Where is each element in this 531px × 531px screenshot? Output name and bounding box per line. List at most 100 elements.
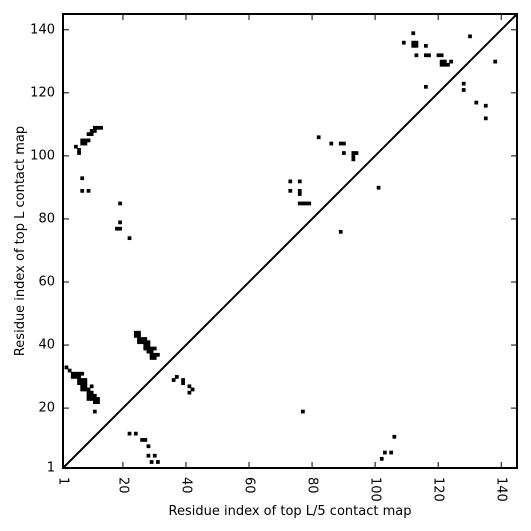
contact-point bbox=[83, 387, 88, 392]
contact-point bbox=[351, 157, 356, 162]
contact-point bbox=[342, 141, 346, 146]
contact-point bbox=[156, 352, 160, 357]
contact-point bbox=[461, 88, 466, 92]
contact-point bbox=[304, 201, 308, 206]
contact-point bbox=[143, 346, 148, 351]
contact-point bbox=[77, 147, 81, 152]
contact-point bbox=[383, 450, 387, 455]
contact-point bbox=[133, 334, 138, 338]
contact-point bbox=[127, 236, 132, 241]
contact-point bbox=[92, 129, 97, 133]
contact-point bbox=[149, 460, 154, 464]
contact-point bbox=[152, 352, 157, 357]
contact-point bbox=[118, 226, 122, 231]
contact-point bbox=[351, 151, 356, 155]
contact-point bbox=[143, 337, 148, 341]
contact-point bbox=[133, 431, 138, 436]
contact-point bbox=[439, 59, 444, 64]
x-tick-label: 1 bbox=[56, 477, 71, 485]
contact-point bbox=[137, 340, 141, 345]
contact-point bbox=[379, 456, 384, 461]
contact-point bbox=[354, 151, 359, 155]
contact-point bbox=[288, 179, 293, 184]
contact-point bbox=[329, 141, 334, 146]
contact-point bbox=[411, 40, 416, 45]
contact-point bbox=[89, 393, 94, 398]
contact-point bbox=[190, 387, 195, 392]
y-axis-label: Residue index of top L contact map bbox=[13, 126, 28, 356]
contact-point bbox=[92, 397, 97, 401]
contact-point bbox=[86, 138, 91, 143]
y-tick-label: 40 bbox=[38, 338, 55, 353]
contact-point bbox=[297, 192, 302, 196]
contact-point bbox=[80, 384, 85, 389]
contact-point bbox=[80, 188, 85, 193]
contact-point bbox=[423, 53, 428, 58]
contact-point bbox=[80, 381, 85, 386]
contact-point bbox=[461, 81, 466, 86]
contact-point bbox=[118, 220, 122, 225]
x-tick-label: 60 bbox=[242, 477, 257, 494]
contact-point bbox=[389, 450, 394, 455]
contact-points bbox=[64, 31, 498, 464]
contact-point bbox=[86, 387, 91, 392]
contact-point bbox=[149, 349, 154, 354]
contact-point bbox=[152, 346, 157, 351]
contact-point bbox=[152, 356, 157, 360]
contact-point bbox=[301, 409, 305, 414]
contact-point bbox=[493, 59, 498, 64]
contact-point bbox=[83, 378, 88, 382]
y-tick-label: 80 bbox=[38, 211, 55, 226]
contact-point bbox=[118, 201, 122, 206]
contact-point bbox=[338, 141, 343, 146]
contact-point bbox=[483, 103, 488, 108]
contact-point bbox=[89, 129, 94, 133]
contact-point bbox=[392, 434, 397, 439]
contact-point bbox=[80, 138, 85, 143]
contact-point bbox=[96, 397, 100, 401]
contact-point bbox=[80, 176, 85, 181]
contact-point bbox=[297, 179, 302, 184]
contact-point bbox=[137, 330, 141, 335]
contact-point bbox=[83, 138, 88, 143]
contact-point bbox=[86, 397, 91, 401]
contact-point bbox=[152, 453, 157, 458]
contact-point bbox=[86, 132, 91, 136]
contact-point bbox=[89, 390, 94, 395]
contact-point bbox=[181, 378, 185, 382]
contact-point bbox=[115, 226, 119, 231]
x-axis-label: Residue index of top L/5 contact map bbox=[169, 504, 412, 519]
plot-frame bbox=[62, 13, 518, 469]
contact-point bbox=[423, 43, 428, 48]
contact-point bbox=[351, 154, 356, 159]
contact-point bbox=[436, 53, 441, 58]
contact-point bbox=[77, 151, 81, 155]
contact-point bbox=[297, 188, 302, 193]
contact-point bbox=[187, 390, 192, 395]
contact-point bbox=[442, 59, 447, 64]
contact-point bbox=[442, 62, 447, 67]
contact-point bbox=[414, 43, 419, 48]
contact-point bbox=[70, 374, 75, 379]
contact-point bbox=[146, 340, 151, 345]
contact-point bbox=[89, 132, 94, 136]
contact-point bbox=[181, 381, 185, 386]
contact-point bbox=[83, 381, 88, 386]
y-tick-label: 1 bbox=[47, 461, 55, 476]
x-tick-label: 80 bbox=[305, 477, 320, 494]
contact-point bbox=[80, 371, 85, 376]
contact-point bbox=[140, 337, 144, 341]
x-tick-label: 120 bbox=[431, 477, 446, 502]
contact-point bbox=[64, 365, 69, 370]
contact-point bbox=[307, 201, 312, 206]
contact-point bbox=[474, 100, 479, 105]
contact-point bbox=[92, 393, 97, 398]
contact-point bbox=[140, 438, 144, 442]
contact-point bbox=[174, 374, 179, 379]
contact-point bbox=[411, 43, 416, 48]
contact-point bbox=[149, 352, 154, 357]
contact-point bbox=[171, 378, 176, 382]
contact-point bbox=[149, 356, 154, 360]
contact-point bbox=[74, 371, 78, 376]
